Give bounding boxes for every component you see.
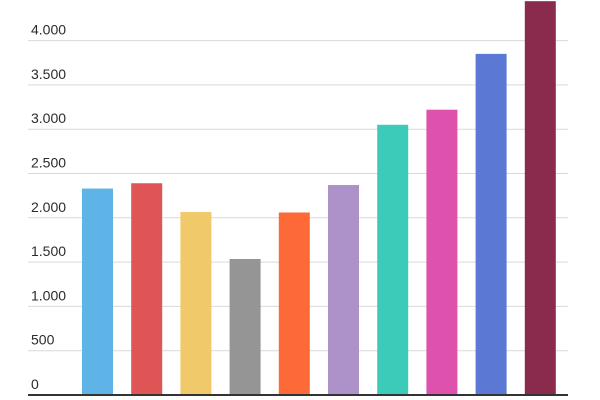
bar (82, 188, 113, 395)
y-axis-tick-labels: 0 500 1.000 1.500 2.000 2.500 3.000 3.500 4.000 (31, 22, 66, 392)
bar (377, 124, 409, 396)
bar (180, 212, 212, 395)
bars (82, 1, 556, 396)
y-tick-label: 3.000 (31, 110, 66, 126)
bar (426, 109, 458, 395)
y-tick-label: 2.500 (31, 155, 66, 171)
bar (131, 183, 163, 395)
bar (475, 53, 507, 395)
y-tick-label: 1.500 (31, 243, 66, 259)
bar (328, 185, 359, 395)
y-tick-label: 0 (31, 376, 39, 392)
bar (524, 1, 556, 395)
y-tick-label: 4.000 (31, 22, 66, 38)
bar (229, 258, 261, 395)
y-tick-label: 500 (31, 332, 55, 348)
y-tick-label: 2.000 (31, 199, 66, 215)
y-tick-label: 3.500 (31, 66, 66, 82)
y-tick-label: 1.000 (31, 287, 66, 303)
bar (278, 212, 310, 395)
